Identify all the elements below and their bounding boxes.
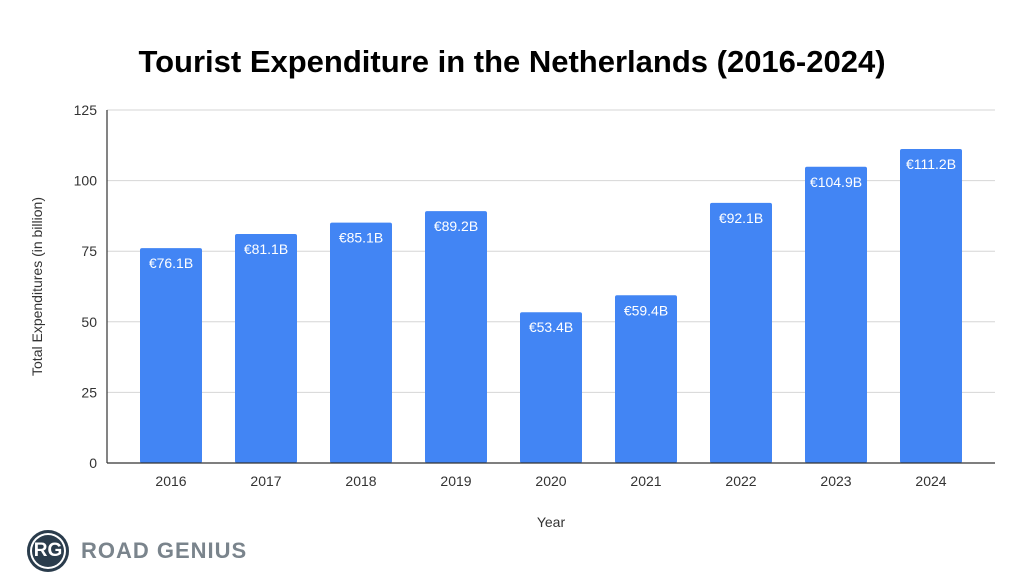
x-tick-label: 2016 bbox=[155, 473, 186, 489]
x-tick-label: 2024 bbox=[915, 473, 946, 489]
road-genius-logo: RG ROAD GENIUS bbox=[27, 530, 247, 572]
y-tick-label: 75 bbox=[81, 243, 97, 259]
y-tick-label: 0 bbox=[89, 455, 97, 471]
bar bbox=[900, 148, 962, 464]
bar bbox=[710, 202, 772, 463]
bar bbox=[140, 248, 202, 463]
data-label: €89.2B bbox=[434, 218, 478, 234]
y-tick-label: 100 bbox=[74, 173, 98, 189]
x-tick-label: 2020 bbox=[535, 473, 566, 489]
x-tick-label: 2023 bbox=[820, 473, 851, 489]
y-axis-title: Total Expenditures (in billion) bbox=[29, 197, 45, 376]
x-tick-label: 2022 bbox=[725, 473, 756, 489]
logo-text: ROAD GENIUS bbox=[81, 538, 248, 563]
bar bbox=[330, 222, 392, 463]
y-tick-label: 25 bbox=[81, 384, 97, 400]
data-label: €104.9B bbox=[810, 174, 862, 190]
bar bbox=[615, 295, 677, 463]
bar bbox=[520, 312, 582, 463]
data-label: €76.1B bbox=[149, 255, 193, 271]
x-tick-label: 2018 bbox=[345, 473, 376, 489]
x-axis-title: Year bbox=[537, 514, 566, 530]
data-label: €111.2B bbox=[906, 156, 956, 172]
x-tick-label: 2021 bbox=[630, 473, 661, 489]
chart-title: Tourist Expenditure in the Netherlands (… bbox=[138, 44, 886, 79]
y-tick-label: 125 bbox=[74, 102, 98, 118]
y-tick-label: 50 bbox=[81, 314, 97, 330]
data-label: €92.1B bbox=[719, 210, 763, 226]
x-tick-label: 2019 bbox=[440, 473, 471, 489]
data-label: €53.4B bbox=[529, 319, 573, 335]
data-label: €85.1B bbox=[339, 230, 383, 246]
bar bbox=[425, 211, 487, 463]
bar bbox=[805, 166, 867, 464]
bar bbox=[235, 233, 297, 463]
x-tick-label: 2017 bbox=[250, 473, 281, 489]
data-label: €81.1B bbox=[244, 241, 288, 257]
logo-badge-icon: RG bbox=[27, 530, 69, 572]
data-label: €59.4B bbox=[624, 302, 668, 318]
